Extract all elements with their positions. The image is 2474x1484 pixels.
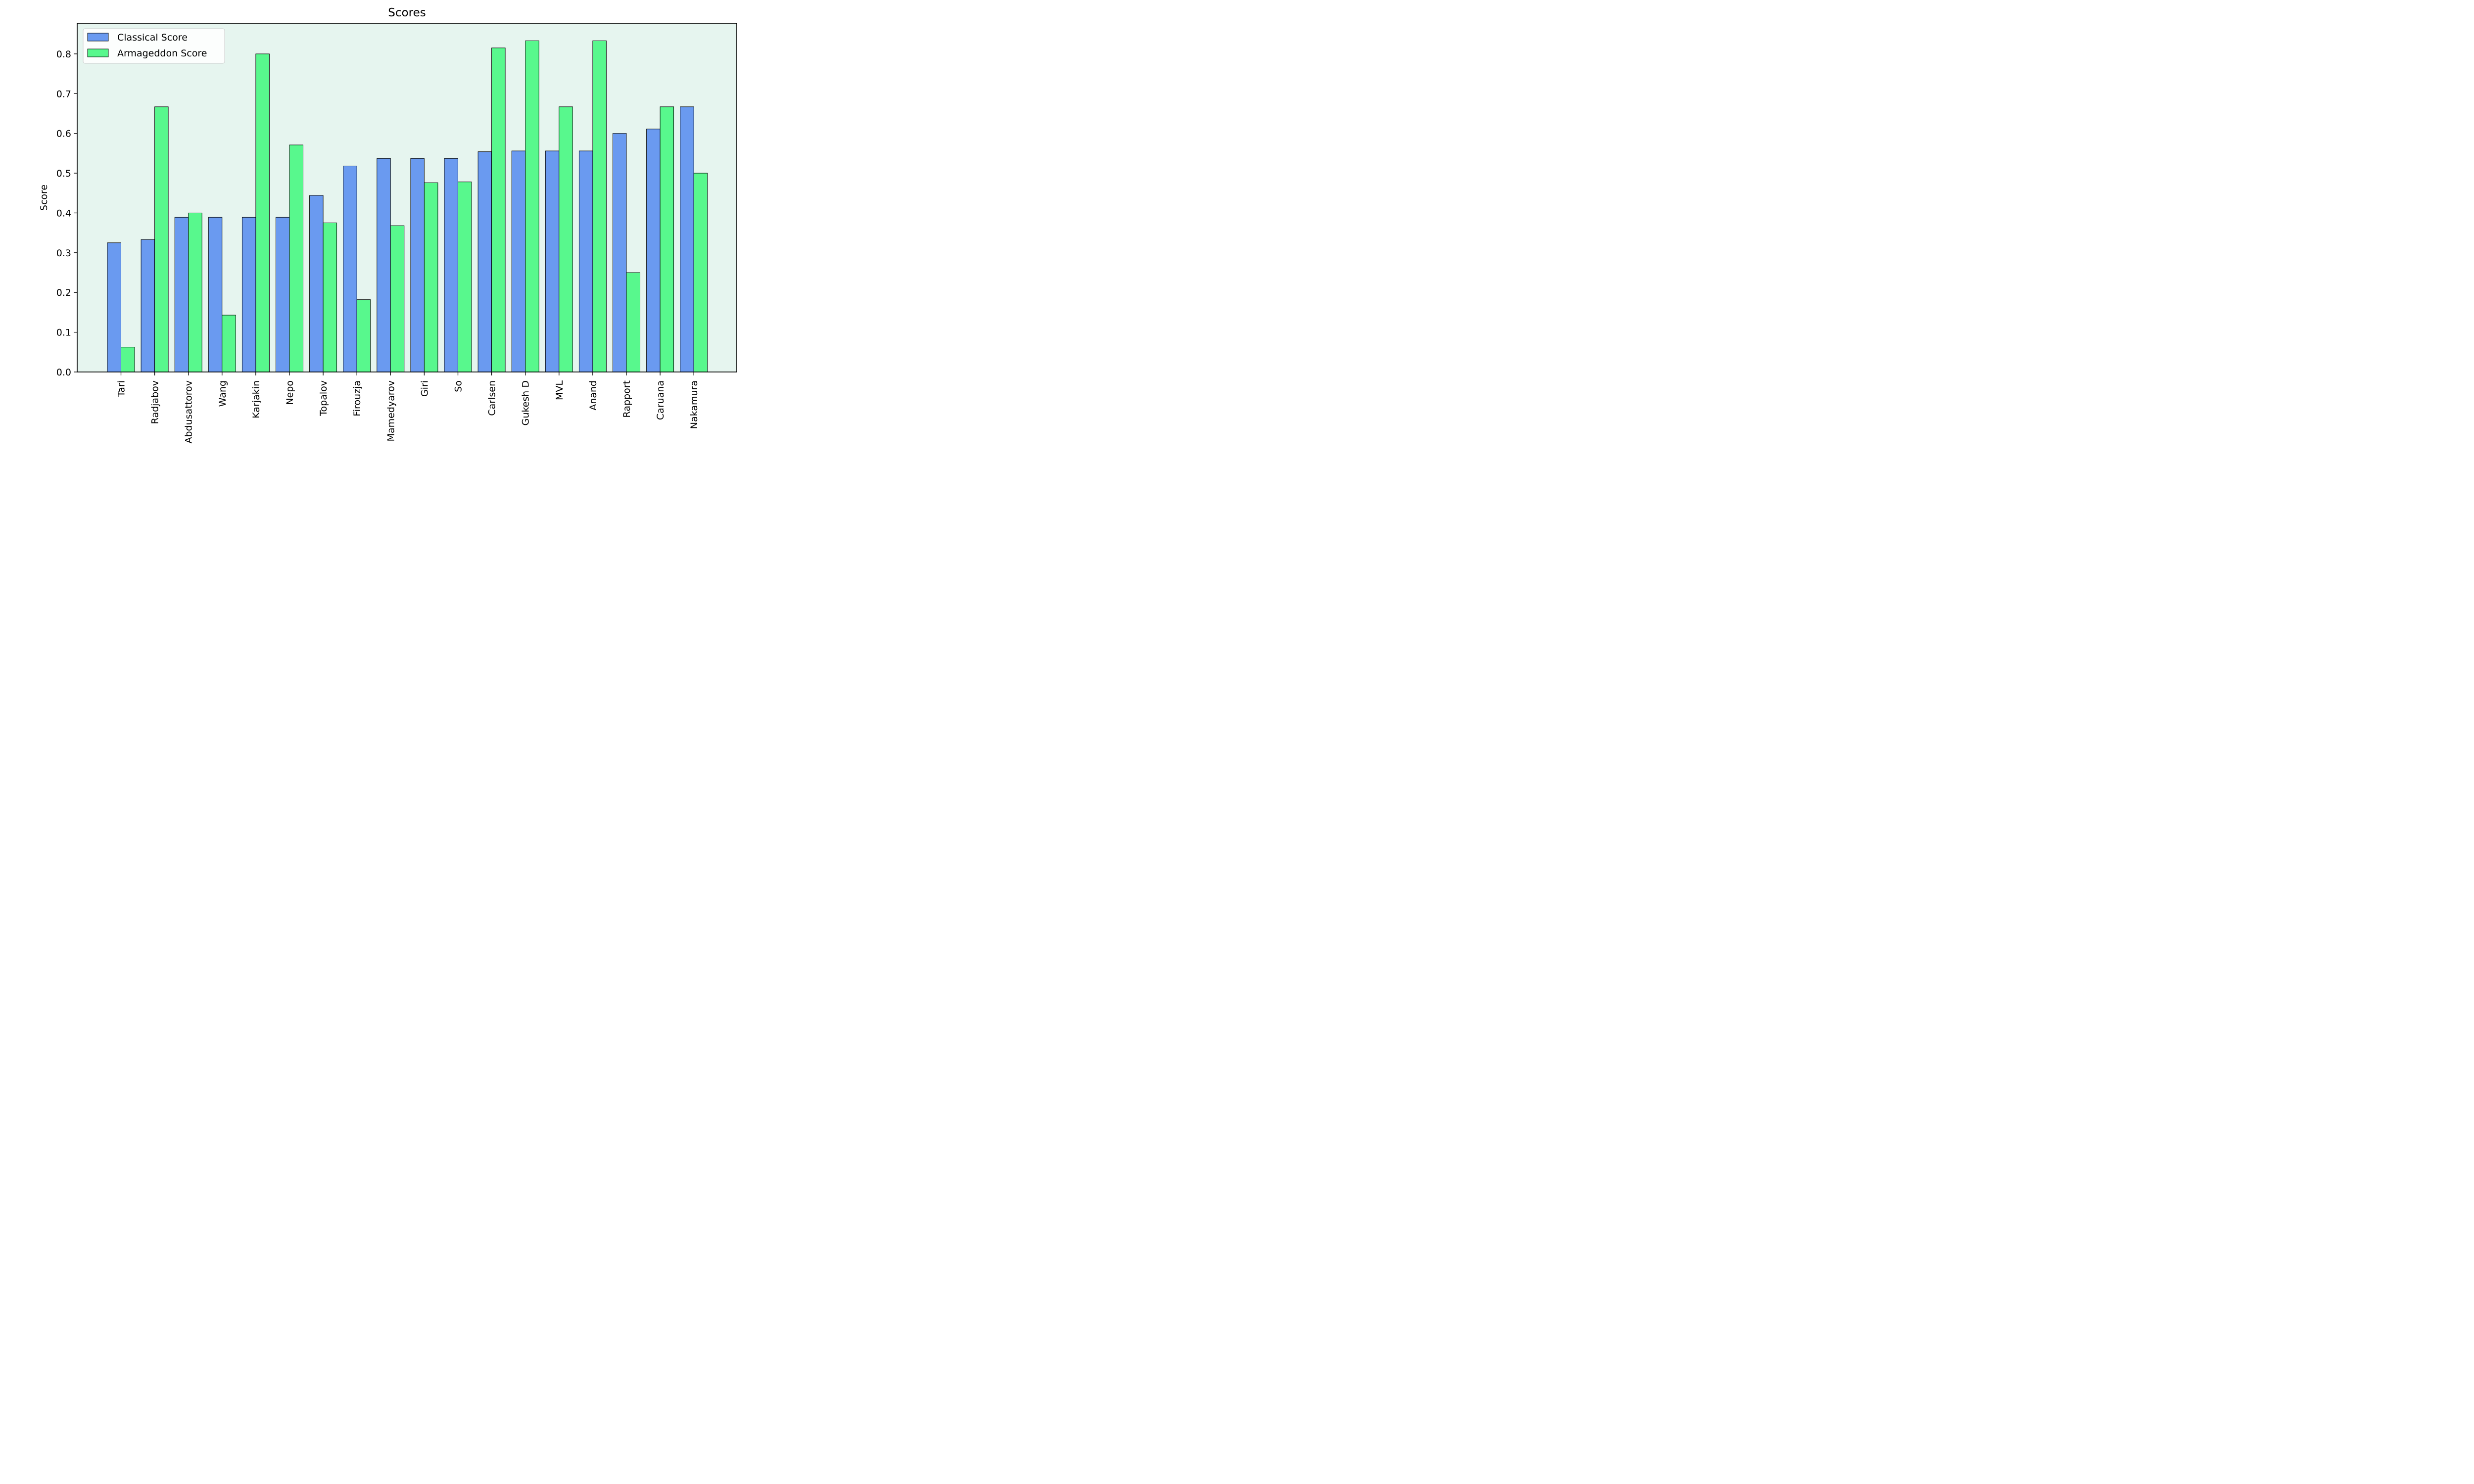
y-tick-label: 0.4 <box>56 208 71 219</box>
x-tick-label: So <box>453 380 464 392</box>
bar-armageddon-score-caruana <box>660 106 674 372</box>
legend-label: Armageddon Score <box>117 48 207 59</box>
x-tick-label: Carlsen <box>487 380 498 416</box>
legend-swatch <box>87 48 109 57</box>
bar-armageddon-score-gukesh-d <box>525 40 539 372</box>
bar-classical-score-tari <box>107 242 121 372</box>
chart-title: Scores <box>388 6 426 19</box>
bar-classical-score-caruana <box>646 129 661 372</box>
bar-armageddon-score-so <box>458 182 472 372</box>
x-tick-label: Nepo <box>285 380 295 405</box>
bar-armageddon-score-radjabov <box>154 106 169 372</box>
x-tick-label: Abdusattorov <box>184 380 194 444</box>
legend-label: Classical Score <box>117 32 188 43</box>
x-tick-label: Firouzja <box>352 380 363 417</box>
bar-classical-score-nakamura <box>680 106 694 372</box>
bar-armageddon-score-topalov <box>323 223 337 372</box>
bar-armageddon-score-giri <box>424 182 438 372</box>
x-tick-label: Caruana <box>655 380 666 420</box>
bar-classical-score-nepo <box>276 217 290 372</box>
bar-classical-score-mvl <box>545 150 560 372</box>
y-tick-label: 0.8 <box>56 49 71 60</box>
legend-swatch <box>87 33 109 42</box>
bar-classical-score-radjabov <box>141 239 155 372</box>
bar-armageddon-score-nakamura <box>693 173 708 372</box>
bar-classical-score-wang <box>208 217 223 372</box>
y-axis-title: Score <box>39 185 49 211</box>
bar-classical-score-rapport <box>613 133 627 372</box>
x-tick-label: Radjabov <box>150 380 161 424</box>
bar-armageddon-score-nepo <box>289 144 303 372</box>
bar-armageddon-score-carlsen <box>491 47 506 372</box>
bar-classical-score-topalov <box>309 195 324 372</box>
x-axis: Tari Radjabov Abdusattorov Wang Karjakin Nepo… <box>116 372 700 444</box>
bar-armageddon-score-abdusattorov <box>188 212 202 372</box>
bar-classical-score-mamedyarov <box>377 158 391 372</box>
x-tick-label: Anand <box>588 380 599 411</box>
x-tick-label: Giri <box>419 380 430 397</box>
bar-armageddon-score-wang <box>222 315 236 372</box>
plot-frame <box>77 23 737 372</box>
y-tick-label: 0.1 <box>56 327 71 338</box>
x-tick-label: Karjakin <box>251 380 262 418</box>
bar-series-group <box>107 40 708 372</box>
x-tick-label: Topalov <box>318 380 329 417</box>
chart-figure: 0.0 0.1 0.2 0.3 0.4 0.5 0.6 0.7 0.8 Tari Radjabov… <box>0 0 765 459</box>
y-tick-label: 0.6 <box>56 129 71 139</box>
y-tick-label: 0.0 <box>56 367 71 378</box>
bar-classical-score-giri <box>410 158 425 372</box>
x-tick-label: Rapport <box>621 380 632 417</box>
x-tick-label: Nakamura <box>689 380 700 429</box>
bar-classical-score-carlsen <box>477 151 492 372</box>
bar-classical-score-firouzja <box>343 166 357 372</box>
y-tick-label: 0.7 <box>56 89 71 99</box>
bar-classical-score-gukesh-d <box>511 150 526 372</box>
bar-classical-score-abdusattorov <box>174 217 189 372</box>
x-tick-label: MVL <box>554 380 565 400</box>
x-tick-label: Mamedyarov <box>385 380 396 441</box>
bar-chart: 0.0 0.1 0.2 0.3 0.4 0.5 0.6 0.7 0.8 Tari Radjabov… <box>39 6 737 444</box>
x-tick-label: Wang <box>217 380 228 407</box>
y-axis: 0.0 0.1 0.2 0.3 0.4 0.5 0.6 0.7 0.8 <box>56 49 77 378</box>
bar-classical-score-karjakin <box>241 217 256 372</box>
legend-box <box>83 28 225 64</box>
bar-armageddon-score-mvl <box>559 106 573 372</box>
y-tick-label: 0.5 <box>56 168 71 179</box>
x-tick-label: Gukesh D <box>521 380 531 425</box>
bar-classical-score-so <box>444 158 458 372</box>
bar-armageddon-score-tari <box>121 347 135 372</box>
y-tick-label: 0.2 <box>56 287 71 298</box>
bar-armageddon-score-rapport <box>626 272 640 372</box>
y-tick-label: 0.3 <box>56 248 71 259</box>
bar-armageddon-score-karjakin <box>255 53 270 372</box>
legend: Classical Score Armageddon Score <box>83 28 225 64</box>
bar-armageddon-score-anand <box>592 40 607 372</box>
x-tick-label: Tari <box>116 380 127 397</box>
bar-armageddon-score-mamedyarov <box>390 225 405 372</box>
bar-classical-score-anand <box>578 150 593 372</box>
bar-armageddon-score-firouzja <box>356 299 371 372</box>
